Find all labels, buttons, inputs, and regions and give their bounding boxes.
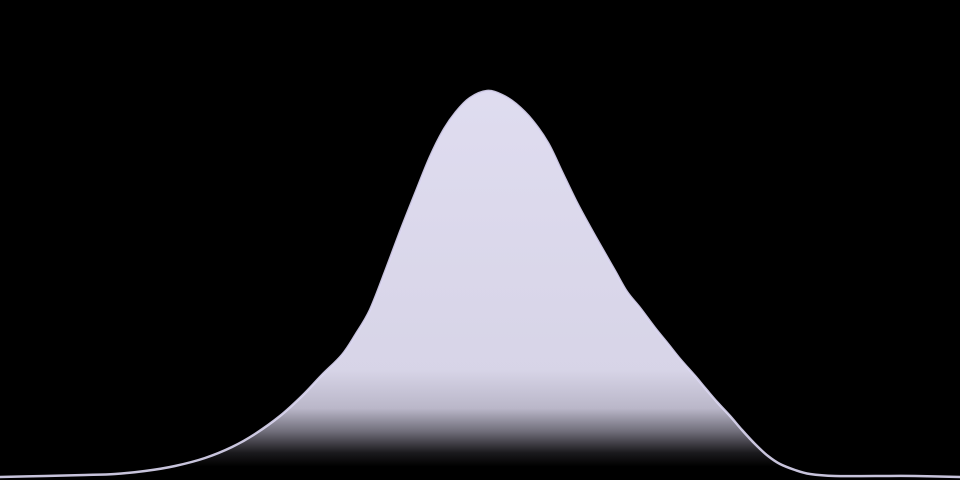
density-curve-line bbox=[0, 89, 960, 479]
density-area-fill bbox=[0, 90, 960, 477]
